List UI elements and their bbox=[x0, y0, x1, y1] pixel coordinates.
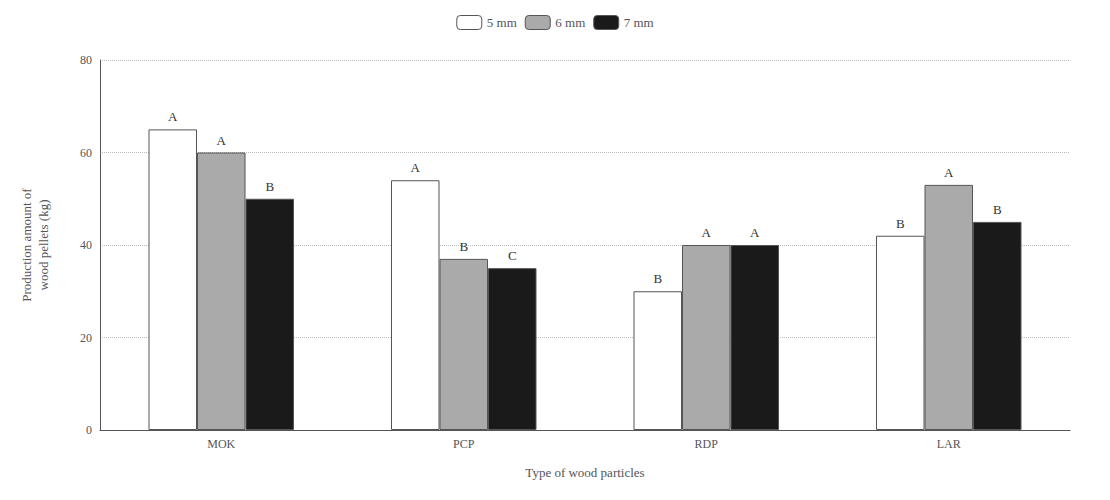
svg-text:0: 0 bbox=[86, 423, 92, 437]
svg-text:A: A bbox=[217, 133, 227, 148]
svg-text:40: 40 bbox=[80, 238, 92, 252]
svg-text:A: A bbox=[702, 225, 712, 240]
svg-text:MOK: MOK bbox=[207, 437, 235, 451]
svg-text:A: A bbox=[944, 165, 954, 180]
svg-text:B: B bbox=[653, 271, 662, 286]
svg-text:Type of wood particles: Type of wood particles bbox=[525, 465, 644, 480]
svg-text:PCP: PCP bbox=[453, 437, 475, 451]
svg-text:20: 20 bbox=[80, 331, 92, 345]
svg-text:80: 80 bbox=[80, 53, 92, 67]
svg-text:LAR: LAR bbox=[937, 437, 961, 451]
svg-text:5 mm: 5 mm bbox=[487, 15, 517, 30]
svg-text:A: A bbox=[750, 225, 760, 240]
svg-text:Production amount of: Production amount of bbox=[19, 188, 34, 302]
svg-text:B: B bbox=[265, 179, 274, 194]
svg-text:B: B bbox=[459, 239, 468, 254]
svg-text:B: B bbox=[896, 216, 905, 231]
svg-text:A: A bbox=[411, 160, 421, 175]
svg-text:C: C bbox=[508, 248, 517, 263]
svg-text:7 mm: 7 mm bbox=[624, 15, 654, 30]
svg-text:6 mm: 6 mm bbox=[555, 15, 585, 30]
svg-text:RDP: RDP bbox=[695, 437, 719, 451]
svg-text:A: A bbox=[168, 109, 178, 124]
svg-text:wood pellets (kg): wood pellets (kg) bbox=[36, 200, 51, 291]
svg-text:60: 60 bbox=[80, 146, 92, 160]
svg-text:B: B bbox=[993, 202, 1002, 217]
